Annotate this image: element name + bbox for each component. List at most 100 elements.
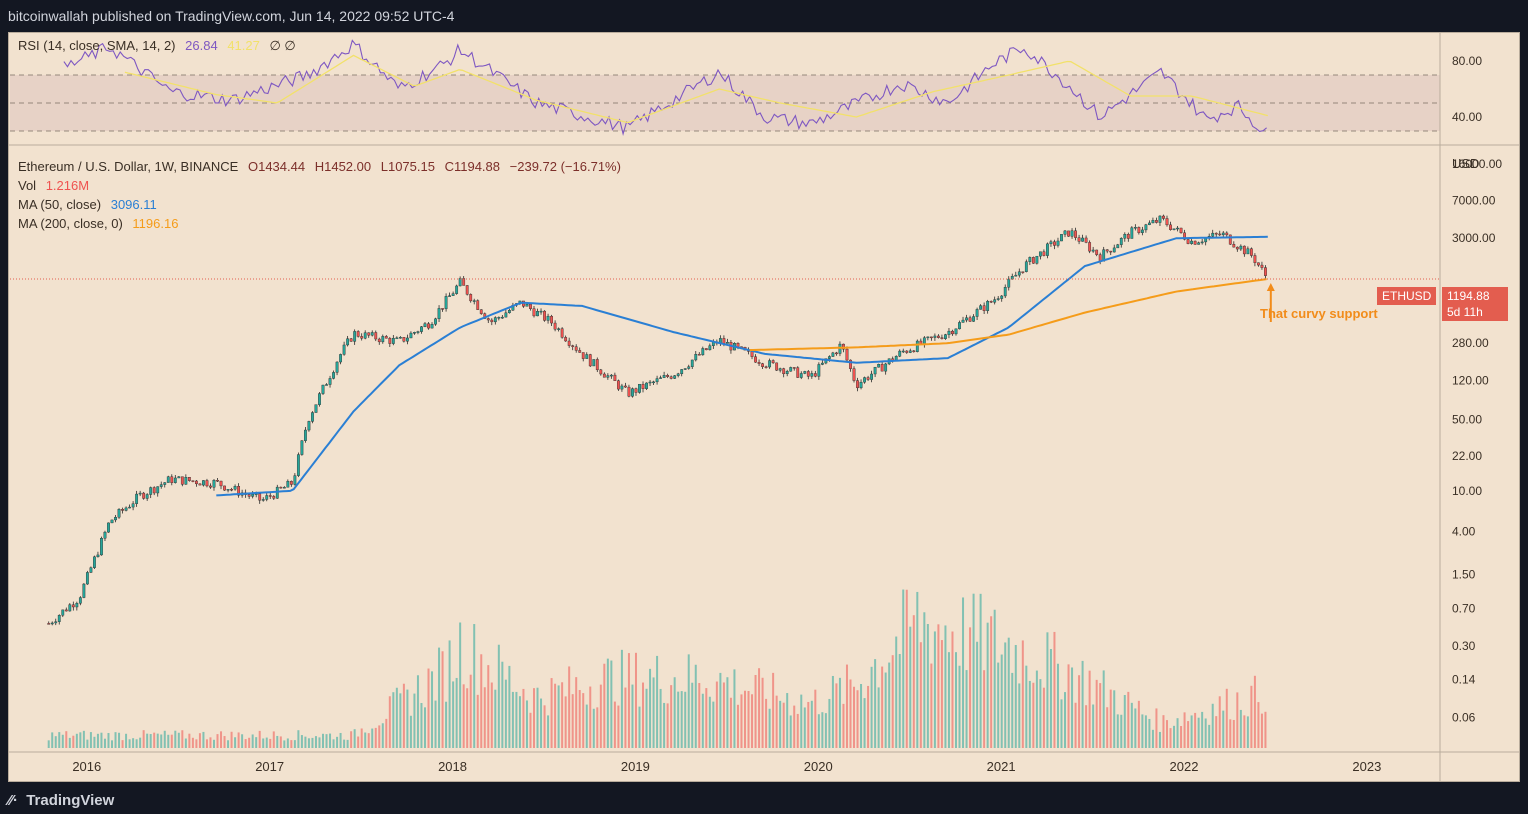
candle-body: [296, 454, 300, 476]
candle-body: [880, 364, 884, 372]
volume-bar: [933, 631, 936, 748]
candle-body: [332, 372, 335, 379]
candle-body: [944, 334, 947, 339]
candle-body: [842, 343, 845, 350]
candle-body: [525, 304, 529, 307]
candle-body: [560, 328, 564, 338]
candles: [47, 214, 1267, 626]
volume-bar: [831, 675, 834, 748]
candle-body: [820, 362, 824, 365]
volume-bar: [107, 732, 110, 748]
volume-bar: [835, 683, 838, 748]
volume-bar: [1074, 702, 1077, 748]
chart-frame[interactable]: [8, 32, 1520, 782]
y-tick-label: 0.70: [1452, 601, 1476, 615]
candle-body: [567, 340, 571, 346]
moving-averages: [10, 235, 1440, 497]
volume-bar: [1176, 718, 1179, 748]
volume-bar: [121, 740, 124, 748]
candle-body: [258, 493, 262, 501]
volume-bar: [395, 687, 398, 748]
volume-bar: [230, 731, 233, 748]
volume-bar: [1071, 667, 1074, 748]
ma200-value: 1196.16: [132, 216, 179, 231]
volume-bar: [462, 684, 465, 748]
candle-body: [367, 332, 371, 336]
candle-body: [641, 384, 645, 389]
candle-body: [662, 375, 666, 378]
volume-bar: [1035, 670, 1038, 748]
volume-bar: [163, 730, 166, 748]
volume-bar: [575, 677, 578, 748]
candle-body: [1017, 271, 1021, 276]
candle-body: [110, 519, 114, 524]
candle-body: [676, 373, 680, 376]
volume-bar: [1260, 713, 1263, 748]
candle-body: [652, 381, 655, 384]
volume-bar: [772, 672, 775, 748]
volume-bar: [807, 701, 810, 748]
candle-body: [620, 385, 624, 390]
candle-body: [680, 369, 684, 375]
volume-bar: [1116, 714, 1119, 748]
volume-bar: [1085, 705, 1088, 748]
volume-bar: [1064, 692, 1067, 748]
volume-bar: [1042, 687, 1045, 748]
volume-bar: [170, 734, 173, 748]
candle-body: [1186, 239, 1190, 244]
candle-body: [697, 354, 701, 356]
candle-body: [279, 486, 283, 489]
volume-bar: [188, 733, 191, 748]
volume-bar: [1208, 724, 1211, 748]
candle-body: [1228, 234, 1232, 245]
candle-body: [845, 348, 849, 361]
volume-bar: [149, 734, 152, 748]
candle-body: [778, 368, 782, 371]
volume-bar: [708, 696, 711, 748]
volume-bar: [265, 737, 268, 748]
candle-body: [395, 337, 399, 340]
volume-bar: [100, 732, 103, 748]
volume-bar: [1222, 710, 1225, 748]
volume-bar: [392, 692, 395, 748]
candle-body: [363, 332, 367, 339]
candle-body: [852, 368, 856, 381]
candle-body: [307, 421, 311, 431]
volume-bar: [898, 654, 901, 748]
volume-bar: [1201, 711, 1204, 748]
volume-bar: [388, 696, 391, 748]
candle-body: [806, 371, 810, 377]
volume-bar: [209, 737, 212, 748]
volume-bar: [698, 682, 701, 748]
volume-bar: [1060, 699, 1063, 748]
candle-body: [1077, 237, 1081, 242]
candle-body: [666, 375, 670, 377]
candle-body: [1197, 242, 1201, 245]
volume-bar: [300, 735, 303, 748]
candle-body: [863, 377, 866, 383]
volume-bar: [96, 733, 99, 748]
x-tick-label: 2016: [72, 759, 101, 774]
volume-bar: [758, 668, 761, 748]
rsi-label: RSI (14, close, SMA, 14, 2): [18, 38, 176, 53]
candle-body: [71, 604, 75, 608]
volume-bar: [258, 730, 261, 748]
candle-body: [768, 360, 772, 368]
volume-bar: [86, 739, 89, 748]
candle-body: [212, 480, 216, 488]
candle-body: [986, 301, 990, 311]
volume-bar: [318, 737, 321, 748]
volume-bar: [409, 715, 412, 748]
candle-body: [423, 323, 427, 327]
volume-bar: [1197, 717, 1200, 748]
candle-body: [360, 336, 364, 339]
candle-body: [219, 480, 223, 487]
footer-brand[interactable]: ⁄⁄· TradingView: [8, 792, 114, 809]
volume-bar: [1099, 683, 1102, 748]
candle-body: [437, 308, 441, 320]
volume-bar: [1190, 715, 1193, 748]
volume-bar: [634, 652, 637, 748]
candle-body: [557, 328, 561, 330]
support-annotation: That curvy support: [1260, 306, 1378, 321]
